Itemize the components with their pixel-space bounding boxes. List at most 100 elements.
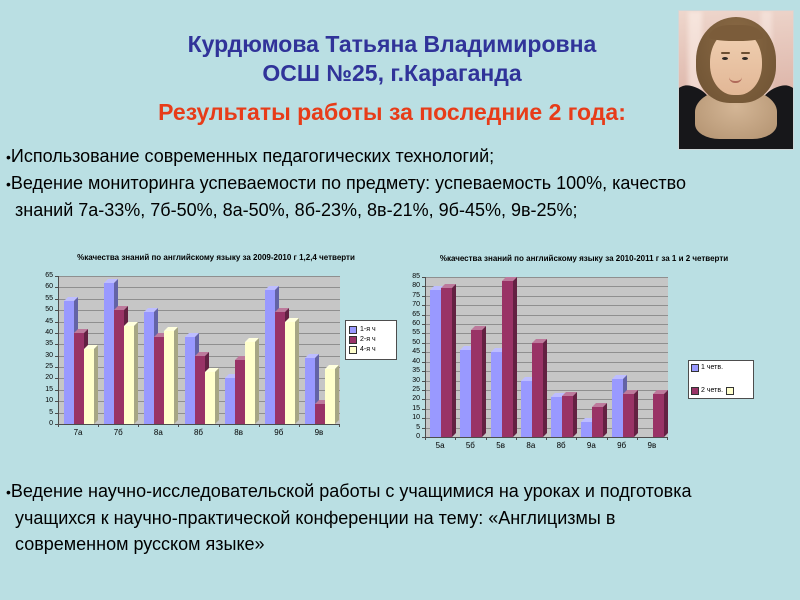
x-axis-category-label: 7а [73,428,83,437]
gridline [426,295,668,297]
bar [144,308,159,424]
gridline [426,418,668,420]
bar [441,284,457,437]
legend-item: 2 четв. [691,387,723,395]
y-axis-tick [422,437,425,438]
x-axis-tick [425,437,426,440]
x-axis-tick [339,424,340,427]
legend-item: 2-я ч [349,336,393,344]
bar [501,276,517,437]
y-axis-tick-label: 60 [412,320,420,328]
y-axis-tick-label: 70 [412,301,420,309]
y-axis-tick [422,380,425,382]
y-axis-tick [422,324,425,326]
y-axis-tick-label: 85 [412,273,420,280]
y-axis-tick-label: 80 [412,282,420,290]
bar [64,297,79,424]
x-axis-tick [298,424,300,427]
legend-label: 2-я ч [360,336,376,343]
gridline [59,344,340,346]
bar [460,346,476,437]
y-axis-tick-label: 45 [45,317,53,325]
y-axis-tick [422,371,425,373]
legend-swatch [349,336,357,344]
bar-side-face [603,402,608,437]
y-axis-tick [55,344,58,346]
bullet-item: •Ведение научно-исследовательской работы… [6,478,706,557]
bar [652,389,668,437]
gridline [426,361,668,363]
gridline [426,277,668,278]
bar [84,344,99,424]
legend-label: 1-я ч [360,326,376,333]
y-axis-tick-label: 20 [45,374,53,382]
photo-eye [742,57,748,60]
y-axis-tick [422,399,425,401]
photo-eye [722,57,728,60]
y-axis-tick [422,418,425,420]
slide-header: Курдюмова Татьяна Владимировна ОСШ №25, … [0,30,784,126]
y-axis-tick [422,295,425,297]
x-axis-tick [98,424,100,427]
x-axis-category-label: 9б [274,428,284,437]
chart-plot-area [58,276,340,425]
bullet-item: •Ведение мониторинга успеваемости по пре… [6,170,702,223]
x-axis-category-label: 9а [586,441,596,450]
legend: 1-я ч 2-я ч 4-я ч [345,320,397,360]
bar-side-face [482,325,487,437]
gridline [426,399,668,401]
bullet-text: Ведение научно-исследовательской работы … [10,481,692,554]
y-axis-tick-label: 5 [49,408,53,416]
photo-eyebrow [741,52,750,54]
y-axis-tick-label: 50 [45,306,53,314]
y-axis-tick-label: 0 [49,420,53,427]
legend-label: 2 четв. [701,387,724,394]
teacher-photo [678,10,794,150]
x-axis-category-label: 9б [617,441,627,450]
bar [304,353,319,424]
y-axis-tick [422,352,425,354]
gridline [426,333,668,335]
legend-label: 4-я ч [360,346,376,353]
photo-mouth [729,77,742,83]
photo-hairline [709,25,763,41]
bullet-marker: • [6,176,11,192]
bar [284,317,299,424]
y-axis-tick-label: 50 [412,338,420,346]
y-axis-tick [55,355,58,357]
x-axis-tick [606,437,608,440]
y-axis-tick [55,424,58,425]
bar-side-face [214,367,219,424]
gridline [426,324,668,326]
bar [194,351,209,424]
bar [104,278,119,424]
bar [531,338,547,437]
bar [592,402,608,437]
title-line-2: ОСШ №25, г.Караганда [262,60,522,86]
y-axis-tick-label: 40 [412,357,420,365]
bullet-text: Использование современных педагогических… [10,146,495,166]
bar-chart-2009-2010: %качества знаний по английскому языку за… [33,250,399,448]
x-axis-category-label: 8а [526,441,536,450]
gridline [426,427,668,429]
y-axis-tick [55,298,58,300]
bar-side-face [573,391,578,437]
y-axis-tick-label: 65 [412,310,420,318]
legend-swatch [349,346,357,354]
x-axis-tick [178,424,180,427]
bar-side-face [254,338,259,424]
chart-plot-area [425,276,668,438]
x-axis-category-label: 5в [496,441,505,450]
slide-title: Курдюмова Татьяна Владимировна ОСШ №25, … [0,30,784,88]
y-axis-tick-label: 35 [412,367,420,375]
y-axis-tick [422,333,425,335]
y-axis-tick [55,367,58,369]
y-axis-tick [422,361,425,363]
y-axis-tick-label: 25 [412,385,420,393]
y-axis-tick [55,321,58,323]
gridline [426,408,668,410]
y-axis-tick-label: 15 [412,404,420,412]
bar [622,389,638,437]
y-axis-tick-label: 20 [412,395,420,403]
